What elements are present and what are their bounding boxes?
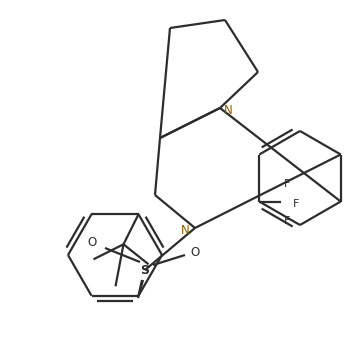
Text: F: F [293,198,300,208]
Text: O: O [190,246,199,258]
Text: F: F [284,178,291,188]
Text: O: O [88,237,97,249]
Text: N: N [224,104,233,117]
Text: N: N [181,224,190,237]
Text: S: S [140,264,149,276]
Text: F: F [284,217,291,227]
